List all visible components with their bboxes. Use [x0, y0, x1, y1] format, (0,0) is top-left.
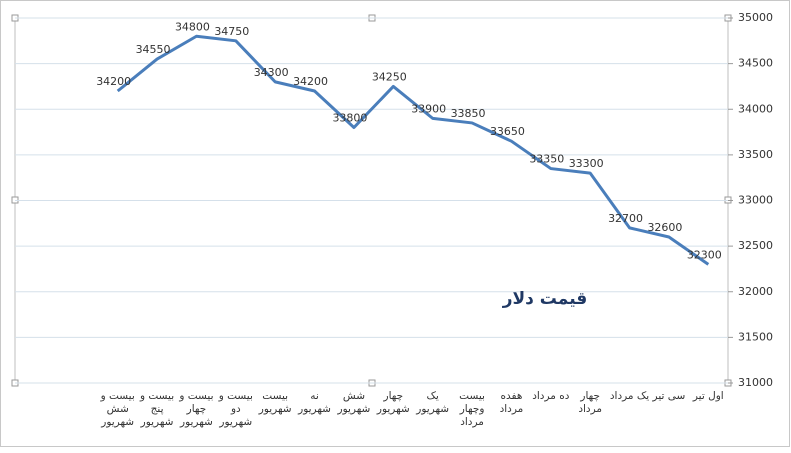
data-label: 32300 — [687, 248, 722, 261]
x-tick-label: یک مرداد — [609, 390, 650, 402]
data-label: 33850 — [451, 107, 486, 120]
data-label: 34300 — [254, 66, 289, 79]
data-label: 33300 — [569, 157, 604, 170]
data-label: 33350 — [529, 153, 564, 166]
x-tick-label: سی تیر — [652, 390, 686, 402]
x-tick-label: هفده مرداد — [499, 390, 524, 415]
x-tick-label: بیست و دو شهریور — [218, 390, 253, 428]
y-tick-label: 34500 — [738, 57, 773, 70]
data-label: 32700 — [608, 212, 643, 225]
x-tick-label: چهار شهریور — [376, 390, 410, 415]
line — [116, 34, 710, 266]
data-label: 34800 — [175, 20, 210, 33]
data-label: 34200 — [96, 75, 131, 88]
y-tick-label: 32000 — [738, 285, 773, 298]
x-tick-label: ده مرداد — [532, 390, 570, 402]
data-label: 34750 — [214, 25, 249, 38]
y-tick-label: 35000 — [738, 11, 773, 24]
x-tick-label: نه شهریور — [298, 390, 331, 415]
y-tick-label: 34000 — [738, 102, 773, 115]
x-tick-label: بیست و چهار شهریور — [179, 390, 214, 428]
x-tick-label: اول تیر — [692, 390, 724, 402]
data-label: 33650 — [490, 125, 525, 138]
chart-title: قیمت دلار — [502, 289, 588, 309]
data-label: 34200 — [293, 75, 328, 88]
x-tick-label: بیست وچهار مرداد — [459, 390, 485, 428]
x-tick-label: بیست و پنج شهریور — [139, 390, 175, 428]
data-label: 32600 — [647, 221, 682, 234]
data-label: 34550 — [136, 43, 171, 56]
data-label: 33800 — [332, 112, 367, 125]
x-tick-label: بیست شهریور — [258, 390, 292, 415]
data-label: 33900 — [411, 102, 446, 115]
y-tick-label: 33500 — [738, 148, 773, 161]
y-tick-label: 32500 — [738, 239, 773, 252]
x-tick-label: شش شهریور — [337, 390, 371, 415]
x-tick-label: چهار مرداد — [578, 390, 603, 415]
y-tick-label: 33000 — [738, 194, 773, 207]
x-tick-label: یک شهریور — [416, 390, 450, 415]
y-tick-label: 31500 — [738, 330, 773, 343]
y-tick-label: 31000 — [738, 376, 773, 389]
x-tick-label: بیست و شش شهریور — [100, 390, 135, 428]
data-label: 34250 — [372, 70, 407, 83]
